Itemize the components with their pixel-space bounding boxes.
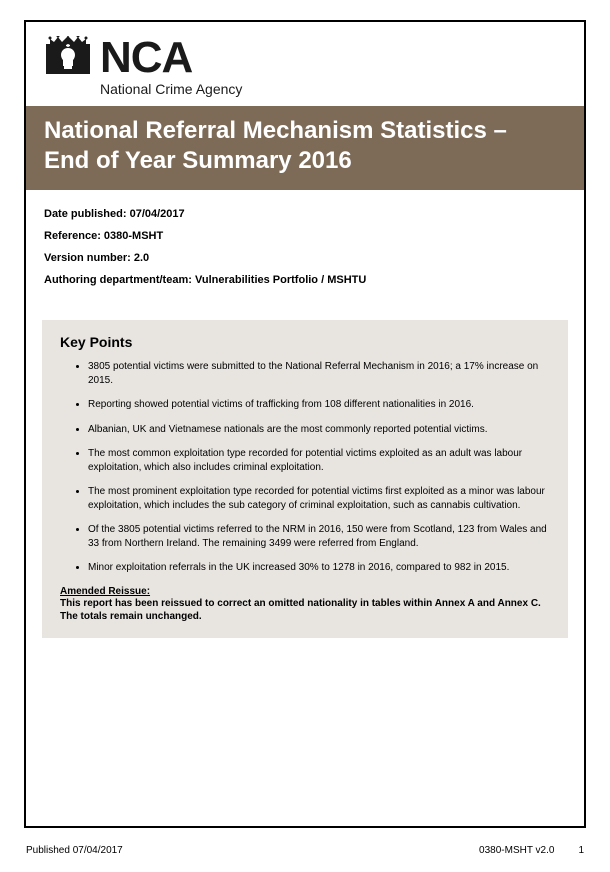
footer-ref: 0380-MSHT v2.0 [479, 845, 554, 856]
list-item: The most common exploitation type record… [88, 447, 550, 474]
document-title: National Referral Mechanism Statistics –… [44, 116, 566, 176]
keypoints-box: Key Points 3805 potential victims were s… [42, 320, 568, 638]
list-item: Of the 3805 potential victims referred t… [88, 523, 550, 550]
meta-date-label: Date published: [44, 208, 127, 220]
logo-text: NCA National Crime Agency [100, 36, 242, 96]
footer-right: 0380-MSHT v2.0 1 [479, 845, 584, 856]
page-border: NCA National Crime Agency National Refer… [24, 20, 586, 828]
logo-acronym: NCA [100, 36, 242, 80]
meta-ref-value: 0380-MSHT [104, 230, 163, 242]
list-item: Albanian, UK and Vietnamese nationals ar… [88, 423, 550, 437]
meta-version-label: Version number: [44, 252, 131, 264]
title-band: National Referral Mechanism Statistics –… [26, 106, 584, 190]
meta-date-value: 07/04/2017 [130, 208, 185, 220]
footer-left: Published 07/04/2017 [26, 845, 123, 856]
amended-heading: Amended Reissue: [60, 586, 550, 597]
meta-author: Authoring department/team: Vulnerabiliti… [44, 274, 566, 286]
meta-reference: Reference: 0380-MSHT [44, 230, 566, 242]
meta-author-label: Authoring department/team: [44, 274, 192, 286]
logo-fullname: National Crime Agency [100, 82, 242, 96]
meta-author-value: Vulnerabilities Portfolio / MSHTU [195, 274, 366, 286]
page-footer: Published 07/04/2017 0380-MSHT v2.0 1 [26, 845, 584, 856]
meta-block: Date published: 07/04/2017 Reference: 03… [26, 190, 584, 302]
list-item: 3805 potential victims were submitted to… [88, 360, 550, 387]
meta-ref-label: Reference: [44, 230, 101, 242]
list-item: The most prominent exploitation type rec… [88, 485, 550, 512]
amended-body: This report has been reissued to correct… [60, 597, 550, 624]
keypoints-list: 3805 potential victims were submitted to… [60, 360, 550, 575]
title-line-2: End of Year Summary 2016 [44, 147, 352, 174]
list-item: Reporting showed potential victims of tr… [88, 398, 550, 412]
logo-area: NCA National Crime Agency [26, 22, 584, 106]
meta-date: Date published: 07/04/2017 [44, 208, 566, 220]
footer-page: 1 [578, 845, 584, 856]
title-line-1: National Referral Mechanism Statistics – [44, 117, 507, 144]
crown-icon [44, 36, 92, 76]
meta-version: Version number: 2.0 [44, 252, 566, 264]
keypoints-heading: Key Points [60, 334, 550, 350]
meta-version-value: 2.0 [134, 252, 149, 264]
list-item: Minor exploitation referrals in the UK i… [88, 561, 550, 575]
